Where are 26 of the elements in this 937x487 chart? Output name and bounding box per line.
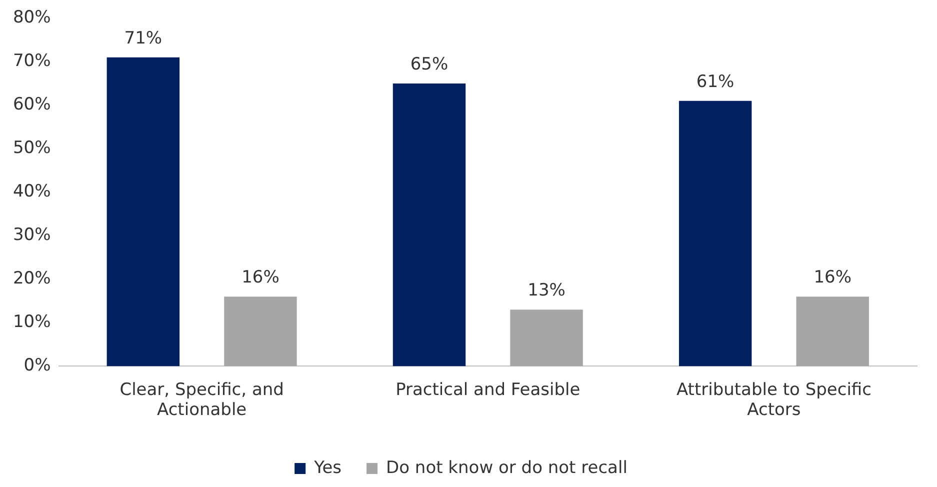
x-tick-label: Practical and Feasible	[396, 380, 580, 400]
bar	[510, 310, 583, 366]
data-label: 13%	[528, 280, 566, 301]
x-tick-label: Clear, Specific, and Actionable	[120, 380, 284, 420]
bar	[796, 296, 869, 366]
bar	[678, 100, 752, 366]
y-tick-label: 10%	[12, 312, 51, 332]
data-label: 16%	[242, 268, 280, 288]
data-label: 61%	[696, 72, 734, 92]
legend-label: Do not know or do not recall	[386, 458, 628, 478]
x-tick-label: Attributable to Specific Actors	[676, 380, 872, 420]
data-label: 65%	[410, 54, 448, 74]
y-tick-label: 40%	[12, 182, 51, 202]
data-label: 16%	[814, 268, 852, 288]
y-tick-label: 0%	[24, 356, 51, 376]
y-tick-label: 30%	[12, 225, 51, 246]
bar	[224, 296, 297, 366]
y-tick-label: 20%	[12, 268, 51, 289]
bar	[106, 57, 180, 366]
data-label: 71%	[124, 28, 162, 48]
bar	[392, 83, 466, 366]
y-tick-label: 60%	[12, 94, 51, 115]
y-tick-label: 80%	[12, 8, 51, 28]
y-tick-label: 70%	[12, 51, 51, 72]
legend-label: Yes	[313, 458, 342, 478]
y-tick-label: 50%	[12, 138, 51, 158]
